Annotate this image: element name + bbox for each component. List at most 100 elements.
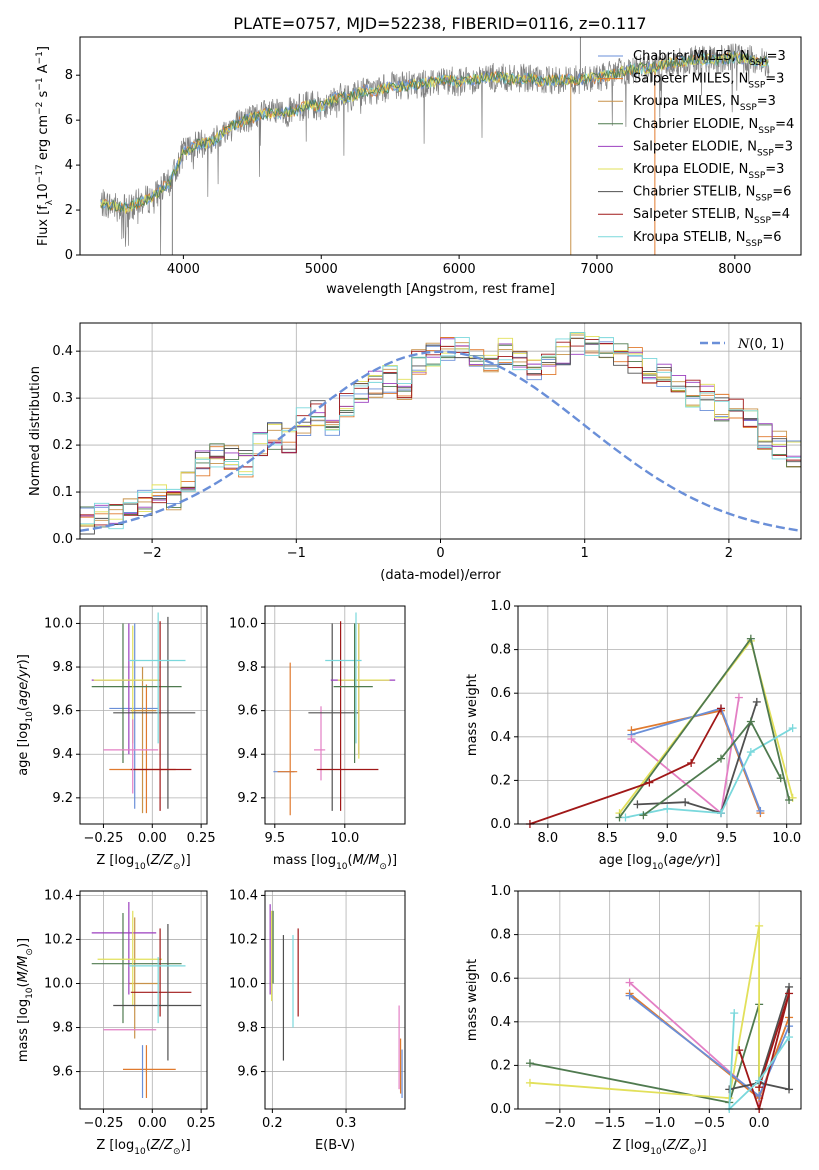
y-tick-label: 0.4 (490, 1015, 511, 1030)
legend-label: Salpeter ELODIE, NSSP=3 (633, 139, 793, 158)
figure-title: PLATE=0757, MJD=52238, FIBERID=0116, z=0… (233, 14, 646, 33)
x-tick-label: 6000 (443, 262, 476, 277)
x-tick-label: −2.0 (544, 1116, 576, 1131)
axes-spectrum: 4000 5000 6000 7000 8000 0 2 4 6 8 wavelength [Ang… (35, 36, 802, 297)
y-tick-label: 9.8 (237, 1021, 258, 1036)
x-tick-label: −2 (143, 546, 162, 561)
y-tick-label: 9.6 (237, 704, 258, 719)
legend-label: Salpeter STELIB, NSSP=4 (633, 207, 790, 226)
y-tick-label: 9.8 (52, 1021, 73, 1036)
residual-histogram (80, 331, 801, 530)
y-tick-label: 0.0 (490, 1102, 511, 1117)
legend-label: Kroupa STELIB, NSSP=6 (633, 230, 782, 249)
y-tick-label: 10.0 (44, 976, 73, 991)
y-tick-label: 0 (65, 248, 73, 263)
y-axis-label: Normed distribution (28, 366, 43, 496)
y-tick-label: 4 (65, 158, 73, 173)
y-tick-label: 0.4 (52, 344, 73, 359)
x-tick-label: 9.0 (657, 831, 678, 846)
y-tick-label: 2 (65, 203, 73, 218)
x-tick-label: −0.5 (694, 1116, 726, 1131)
axes-frame (79, 890, 208, 1110)
x-tick-label: 8000 (718, 262, 751, 277)
x-axis-label: mass [log10(M/M⊙)] (273, 853, 397, 872)
axes-weight_vs_age: 8.0 8.5 9.0 9.5 10.0 0.0 0.2 0.4 0.6 0.8 1.0 age [l… (465, 599, 802, 872)
y-tick-label: 0.4 (490, 730, 511, 745)
axes-frame (79, 605, 208, 825)
y-tick-label: 9.8 (237, 660, 258, 675)
y-tick-label: 1.0 (490, 884, 511, 899)
x-axis-label: age [log10(age/yr)] (599, 853, 721, 872)
x-tick-label: 0.2 (262, 1116, 283, 1131)
x-tick-label: 7000 (580, 262, 613, 277)
axes-residuals: −2 −1 0 1 2 0.0 0.1 0.2 0.3 0.4 (data-model)/error… (28, 322, 802, 583)
x-tick-label: 9.5 (264, 831, 285, 846)
axes-mass_vs_EBV: 0.2 0.3 9.6 9.8 10.0 10.2 10.4 E(B-V) (229, 888, 406, 1153)
y-axis-label: mass weight (465, 674, 480, 756)
x-tick-label: −1.5 (594, 1116, 626, 1131)
x-tick-label: −0.25 (84, 831, 124, 846)
y-tick-label: 0.8 (490, 643, 511, 658)
axes-age_vs_Z: −0.25 0.00 0.25 9.2 9.4 9.6 9.8 10.0 Z [log10(Z/… (16, 605, 216, 872)
y-tick-label: 0.0 (52, 532, 73, 547)
axes-frame (517, 890, 802, 1110)
legend-label: Chabrier MILES, NSSP=3 (633, 49, 786, 68)
weight-series-line (529, 708, 722, 825)
y-tick-label: 10.4 (229, 888, 258, 903)
x-tick-label: 0.25 (187, 831, 216, 846)
y-tick-label: 10.0 (229, 976, 258, 991)
x-tick-label: 0.0 (749, 1116, 770, 1131)
y-tick-label: 10.2 (44, 932, 73, 947)
y-tick-label: 0.1 (52, 485, 73, 500)
x-tick-label: 1 (581, 546, 589, 561)
y-tick-label: 10.0 (229, 616, 258, 631)
y-tick-label: 8 (65, 68, 73, 83)
legend-label: Chabrier STELIB, NSSP=6 (633, 185, 791, 204)
y-tick-label: 9.8 (52, 660, 73, 675)
y-tick-label: 10.4 (44, 888, 73, 903)
weight-series-line (529, 925, 760, 1109)
x-tick-label: 0.25 (187, 1116, 216, 1131)
legend-label: Kroupa MILES, NSSP=3 (633, 94, 776, 113)
y-tick-label: 9.4 (237, 747, 258, 762)
y-tick-label: 0.6 (490, 971, 511, 986)
axes-frame (79, 36, 802, 256)
x-tick-label: 10.0 (330, 831, 359, 846)
legend-label: N(0, 1) (737, 337, 784, 352)
y-tick-label: 10.2 (229, 932, 258, 947)
y-tick-label: 9.6 (52, 704, 73, 719)
y-tick-label: 0.2 (52, 438, 73, 453)
x-tick-label: 8.0 (538, 831, 559, 846)
axes-frame (264, 605, 406, 825)
x-tick-label: 8.5 (597, 831, 618, 846)
x-tick-label: −1.0 (644, 1116, 676, 1131)
y-axis-label: age [log10(age/yr)] (16, 654, 35, 776)
y-tick-label: 9.6 (52, 1065, 73, 1080)
y-tick-label: 0.0 (490, 817, 511, 832)
y-axis-label: Flux [fλ10−17 erg cm−2 s−1 A−1] (35, 46, 55, 246)
y-tick-label: 9.2 (237, 791, 258, 806)
legend-label: Chabrier ELODIE, NSSP=4 (633, 117, 794, 136)
x-tick-label: 10.0 (772, 831, 801, 846)
y-tick-label: 1.0 (490, 599, 511, 614)
weight-series-line (529, 1004, 760, 1104)
legend-label: Kroupa ELODIE, NSSP=3 (633, 162, 784, 181)
y-tick-label: 10.0 (44, 616, 73, 631)
y-tick-label: 0.3 (52, 391, 73, 406)
axes-frame (517, 605, 802, 825)
axes-frame (264, 890, 406, 1110)
y-tick-label: 0.8 (490, 928, 511, 943)
x-axis-label: (data-model)/error (380, 568, 501, 583)
weight-series-line (738, 993, 790, 1113)
x-tick-label: 0.00 (138, 1116, 167, 1131)
y-tick-label: 0.2 (490, 773, 511, 788)
legend-label: Salpeter MILES, NSSP=3 (633, 72, 784, 91)
x-tick-label: 0.00 (138, 831, 167, 846)
y-axis-label: mass weight (465, 959, 480, 1041)
x-axis-label: E(B-V) (315, 1138, 355, 1153)
x-tick-label: 4000 (167, 262, 200, 277)
x-tick-label: 5000 (305, 262, 338, 277)
gaussian-curve (79, 350, 802, 532)
weight-series-line (728, 1013, 790, 1112)
